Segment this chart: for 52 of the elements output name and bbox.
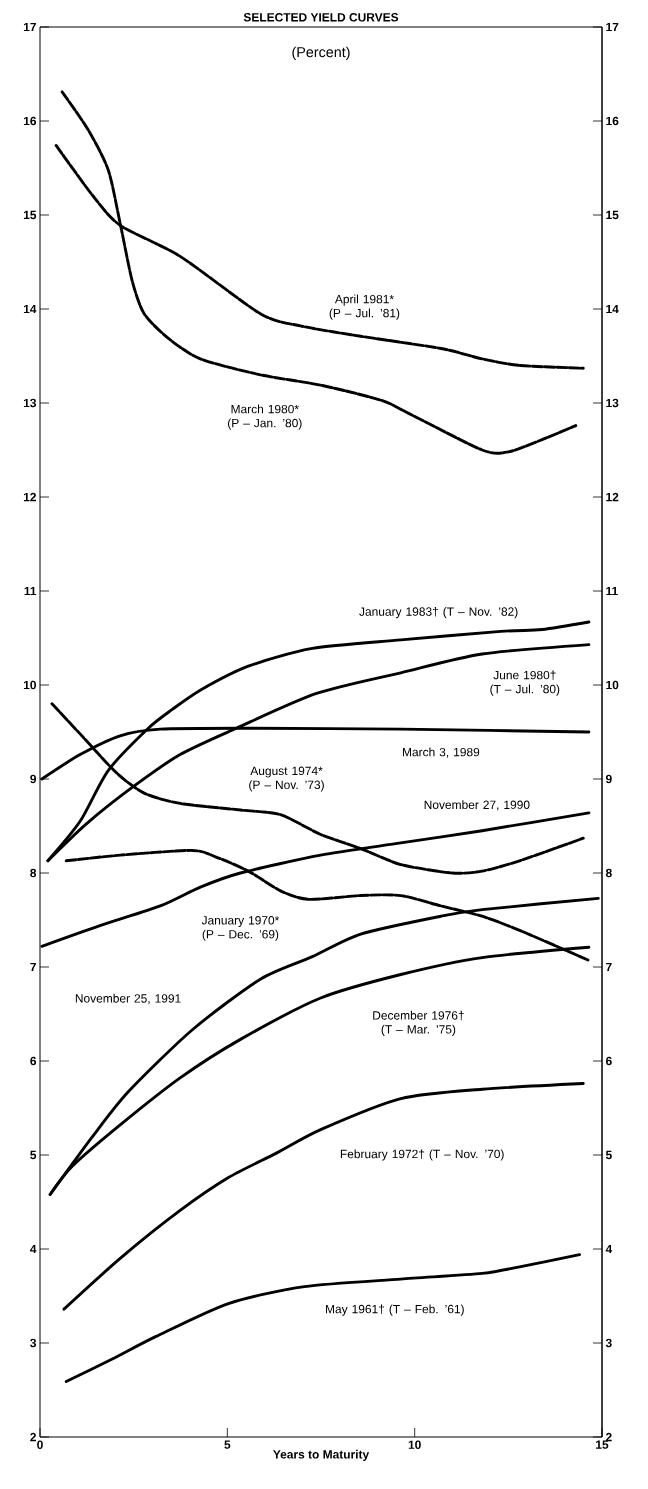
y2-tick-label: 14 <box>606 304 619 314</box>
y-tick-label: 17 <box>23 22 36 32</box>
series-label: April 1981* (P – Jul. ’81) <box>329 294 400 320</box>
y-tick-label: 15 <box>23 210 37 220</box>
x-tick-label: 0 <box>37 1440 43 1449</box>
line-series <box>64 1253 581 1383</box>
y-tick-label: 16 <box>23 116 37 126</box>
series-label: January 1970* (P – Dec. ’69) <box>201 916 280 941</box>
y2-tick-label: 7 <box>606 962 612 972</box>
y2-tick-label: 3 <box>605 1338 612 1348</box>
series-label: March 3, 1989 <box>403 747 480 758</box>
series-label: June 1980† (T – Jul. ’80) <box>490 670 560 696</box>
y-tick-label: 2 <box>30 1432 36 1442</box>
y2-tick-label: 2 <box>605 1432 612 1442</box>
y2-tick-label: 6 <box>605 1056 612 1066</box>
y-tick-label: 8 <box>30 868 37 878</box>
x-tick-label: 10 <box>408 1440 421 1449</box>
series-label: March 1980* (P – Jan. ’80) <box>228 404 302 430</box>
y2-tick-label: 11 <box>606 586 618 596</box>
y-tick-label: 3 <box>30 1338 37 1348</box>
y2-tick-label: 5 <box>605 1150 612 1160</box>
y2-tick-label: 13 <box>606 398 619 408</box>
series-label: August 1974* (P – Nov. ’73) <box>249 766 324 792</box>
y2-tick-label: 16 <box>606 116 619 126</box>
y2-tick-label: 9 <box>605 774 612 784</box>
y-tick-label: 5 <box>30 1150 37 1160</box>
y2-tick-label: 12 <box>606 492 619 502</box>
series-label: November 27, 1990 <box>424 800 530 811</box>
y-tick-label: 7 <box>30 962 36 972</box>
text: February 1972† (T – Nov. ’70) <box>340 1149 504 1161</box>
series-label: May 1961† (T – Feb. ’61) <box>326 1304 464 1316</box>
text: December 1976† (T – Mar. ’75) <box>373 1010 464 1036</box>
text: November 25, 1991 <box>75 993 181 1005</box>
x-tick-label: 5 <box>224 1440 231 1449</box>
x-axis-title: Years to Maturity <box>273 1449 370 1461</box>
y2-tick-label: 15 <box>606 210 619 220</box>
y-tick-label: 11 <box>24 586 37 596</box>
y2-tick-label: 4 <box>605 1244 613 1254</box>
y-tick-label: 9 <box>30 774 37 784</box>
y2-tick-label: 10 <box>606 680 619 690</box>
text: (Percent) <box>292 46 350 60</box>
series-label: January 1983† (T – Nov. ’82) <box>359 607 518 619</box>
y-tick-label: 12 <box>23 492 36 502</box>
chart-title: SELECTED YIELD CURVES <box>243 13 399 22</box>
y2-tick-label: 17 <box>606 22 619 32</box>
y-tick-label: 14 <box>23 304 37 314</box>
y-tick-label: 13 <box>23 398 37 408</box>
y-tick-label: 10 <box>23 680 36 690</box>
y2-tick-label: 8 <box>605 868 612 878</box>
x-tick-label: 15 <box>596 1440 609 1449</box>
y-tick-label: 6 <box>30 1056 37 1066</box>
y-tick-label: 4 <box>30 1244 37 1254</box>
